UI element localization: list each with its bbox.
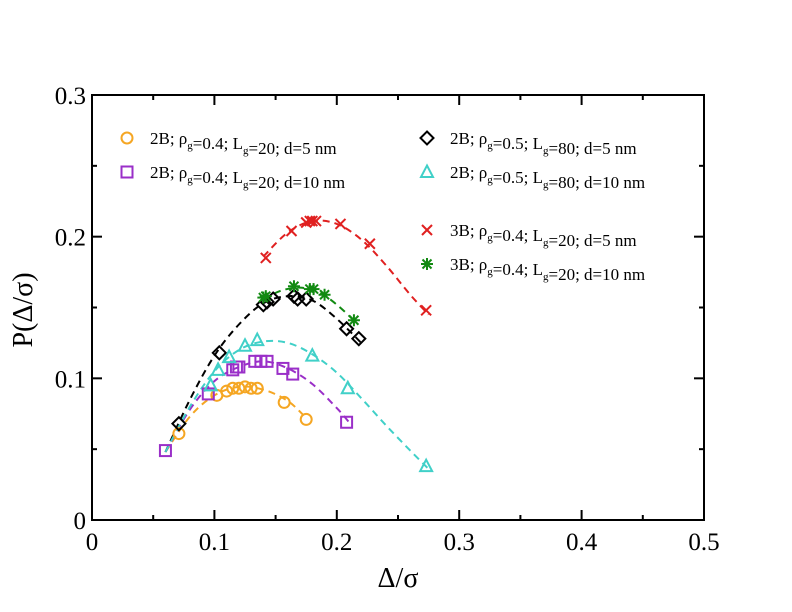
y-tick-label: 0.1 xyxy=(55,366,86,393)
data-point-s3 xyxy=(298,291,315,307)
fit-curve-s3 xyxy=(164,295,362,453)
data-point-s4 xyxy=(304,347,320,362)
legend-marker-s1 xyxy=(120,131,134,145)
data-point-s2 xyxy=(201,387,215,401)
data-point-s4 xyxy=(210,361,226,376)
legend-marker-s4 xyxy=(419,163,435,178)
legend-marker-s3 xyxy=(419,130,435,146)
data-point-s1 xyxy=(250,381,264,395)
x-tick-label: 0.3 xyxy=(444,529,475,556)
legend-label-s3: 2B; ρg=0.5; Lg=80; d=5 nm xyxy=(450,129,637,158)
data-point-s6 xyxy=(259,290,272,303)
data-point-s1 xyxy=(232,381,246,395)
data-point-s2 xyxy=(260,354,274,368)
legend-label-s2: 2B; ρg=0.4; Lg=20; d=10 nm xyxy=(150,163,345,192)
data-point-s5 xyxy=(260,252,272,264)
legend-label-s6: 3B; ρg=0.4; Lg=20; d=10 nm xyxy=(450,255,645,284)
data-point-s2 xyxy=(232,360,246,374)
x-tick-label: 0.2 xyxy=(321,529,352,556)
data-point-s6 xyxy=(347,314,360,327)
data-point-s4 xyxy=(418,457,434,473)
fit-curve-s2 xyxy=(164,360,350,453)
data-point-s1 xyxy=(299,412,313,426)
fit-curve-s4 xyxy=(164,339,430,470)
data-point-s2 xyxy=(340,415,354,429)
legend-marker-s6 xyxy=(421,258,433,270)
legend-label-s1: 2B; ρg=0.4; Lg=20; d=5 nm xyxy=(150,129,337,158)
y-tick-label: 0.2 xyxy=(55,225,86,252)
axis-ticks: 0 0.1 0.2 0.3 0.4 0.5 0 0.1 0.2 0.3 xyxy=(55,83,720,556)
data-point-s5 xyxy=(420,304,432,317)
data-point-s1 xyxy=(277,395,291,409)
legend-marker-s5 xyxy=(421,224,433,236)
fit-curve-s5 xyxy=(262,219,430,316)
data-point-s6 xyxy=(318,288,331,301)
x-tick-label: 0.1 xyxy=(199,529,230,556)
x-axis-title: Δ/σ xyxy=(378,563,419,594)
data-point-s5 xyxy=(285,225,298,237)
legend-label-s5: 3B; ρg=0.4; Lg=20; d=5 nm xyxy=(450,221,637,250)
data-point-s1 xyxy=(226,381,240,395)
data-point-s1 xyxy=(172,427,186,441)
data-point-s4 xyxy=(249,331,265,347)
fit-curves xyxy=(164,219,430,470)
legend: 2B; ρg=0.4; Lg=20; d=5 nm 2B; ρg=0.4; Lg=… xyxy=(120,129,645,284)
data-point-s6 xyxy=(287,280,300,293)
data-point-s5 xyxy=(306,215,319,227)
data-point-s2 xyxy=(158,444,172,458)
data-markers xyxy=(158,215,434,473)
data-point-s1 xyxy=(238,380,252,394)
plot-frame xyxy=(91,94,705,521)
data-point-s4 xyxy=(340,379,356,395)
data-point-s5 xyxy=(334,218,347,230)
data-point-s3 xyxy=(170,415,187,432)
x-tick-label: 0 xyxy=(86,529,99,556)
x-tick-label: 0.5 xyxy=(688,529,719,556)
data-point-s4 xyxy=(237,337,253,352)
data-point-s3 xyxy=(211,344,228,361)
y-axis-title: P(Δ/σ) xyxy=(8,272,39,347)
data-point-s4 xyxy=(221,348,237,364)
data-point-s5 xyxy=(310,215,322,227)
data-point-s5 xyxy=(364,238,376,250)
y-tick-label: 0 xyxy=(74,508,87,535)
legend-marker-s2 xyxy=(120,165,134,179)
data-point-s2 xyxy=(286,367,300,381)
y-tick-label: 0.3 xyxy=(55,83,86,110)
x-tick-label: 0.4 xyxy=(566,529,598,556)
data-point-s3 xyxy=(350,330,367,347)
data-point-s4 xyxy=(203,376,219,392)
data-point-s1 xyxy=(220,384,234,398)
data-point-s6 xyxy=(307,283,320,296)
data-point-s1 xyxy=(244,381,258,395)
legend-label-s4: 2B; ρg=0.5; Lg=80; d=10 nm xyxy=(450,163,645,192)
data-point-s3 xyxy=(338,320,355,337)
data-point-s3 xyxy=(255,296,272,313)
